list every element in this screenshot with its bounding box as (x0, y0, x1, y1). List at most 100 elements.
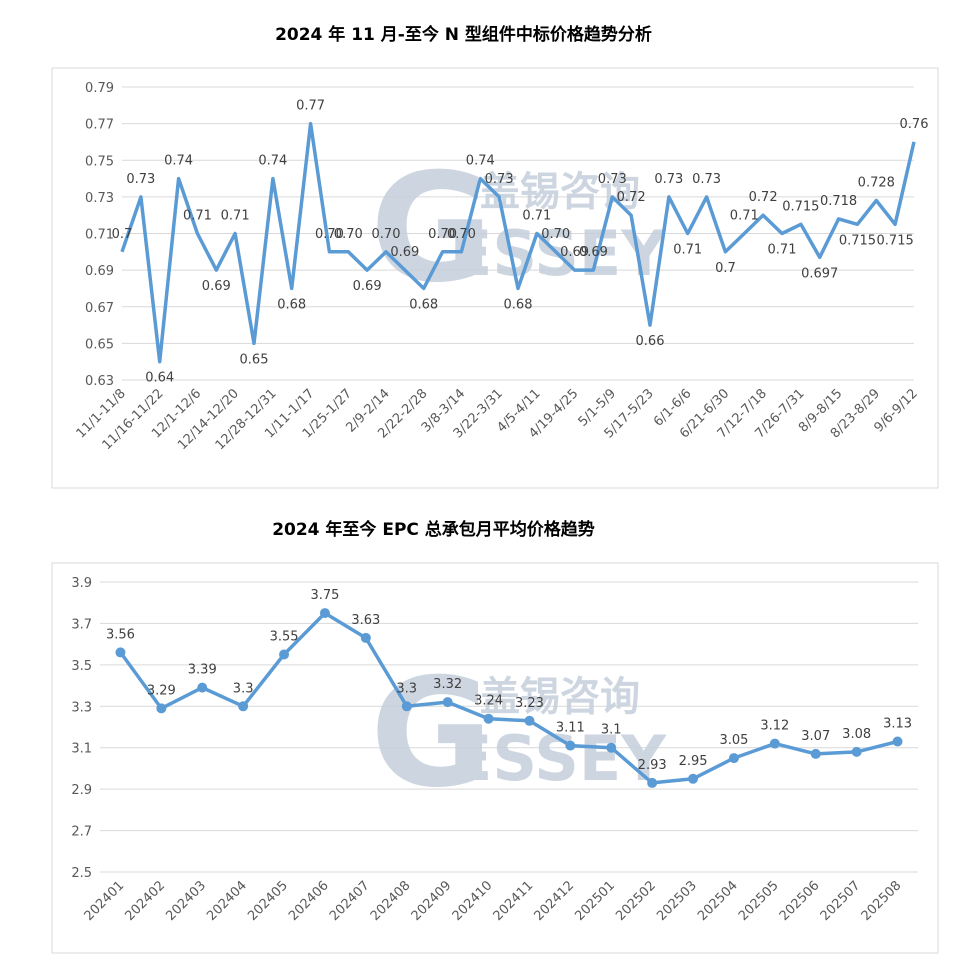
y-tick-label: 0.75 (85, 154, 114, 169)
data-point (851, 746, 862, 757)
y-tick-label: 2.9 (71, 783, 92, 798)
series-line (120, 121, 916, 364)
data-point (156, 703, 167, 714)
data-label: 0.70 (315, 227, 344, 242)
data-point (115, 647, 126, 658)
data-point (442, 697, 453, 708)
data-label: 3.07 (801, 729, 830, 744)
x-tick-label: 202501 (572, 878, 618, 924)
data-label: 3.24 (474, 694, 503, 709)
x-tick-label: 202410 (450, 878, 496, 924)
data-label: 3.12 (760, 719, 789, 734)
data-point (238, 701, 249, 712)
data-label: 0.718 (820, 194, 857, 209)
x-tick-label: 202508 (859, 878, 905, 924)
data-label: 0.715 (782, 199, 819, 214)
y-tick-label: 0.63 (85, 374, 114, 389)
y-tick-label: 0.71 (85, 228, 114, 243)
x-tick-label: 202506 (777, 878, 823, 924)
data-label: 0.69 (560, 245, 589, 260)
chart-title: 2024 年至今 EPC 总承包月平均价格趋势 (272, 520, 595, 540)
watermark-logo: G (370, 142, 493, 316)
data-label: 0.77 (296, 99, 325, 114)
x-tick-label: 202507 (818, 878, 864, 924)
data-label: 3.05 (719, 733, 748, 748)
data-label: 0.72 (617, 190, 646, 205)
x-tick-label: 202407 (327, 878, 373, 924)
y-tick-label: 0.77 (85, 118, 114, 133)
y-tick-label: 0.73 (85, 191, 114, 206)
data-label: 0.68 (277, 297, 306, 312)
data-label: 3.75 (310, 588, 339, 603)
data-label: 0.71 (673, 243, 702, 258)
x-tick-label: 202405 (245, 878, 291, 924)
data-label: 3.32 (433, 677, 462, 692)
data-label: 3.56 (106, 627, 135, 642)
y-tick-label: 3.9 (71, 576, 92, 591)
data-label: 0.71 (522, 209, 551, 224)
y-tick-label: 2.5 (71, 866, 92, 881)
data-point (360, 632, 371, 643)
data-label: 0.69 (579, 245, 608, 260)
data-label: 2.93 (638, 758, 667, 773)
data-label: 0.715 (839, 233, 876, 248)
data-point (647, 777, 658, 788)
data-label: 0.69 (353, 279, 382, 294)
data-label: 0.73 (485, 172, 514, 187)
data-point (606, 742, 617, 753)
y-tick-label: 3.1 (71, 742, 92, 757)
x-tick-label: 202502 (613, 878, 659, 924)
y-tick-label: 3.5 (71, 659, 92, 674)
data-point (319, 608, 330, 619)
y-tick-label: 2.7 (71, 825, 92, 840)
data-label: 0.71 (183, 209, 212, 224)
x-tick-label: 202404 (204, 878, 250, 924)
data-label: 3.13 (883, 717, 912, 732)
chart-title: 2024 年 11 月-至今 N 型组件中标价格趋势分析 (275, 25, 652, 45)
watermark-en: ESSEY (450, 722, 667, 795)
data-label: 0.70 (334, 227, 363, 242)
x-tick-label: 202411 (491, 878, 537, 924)
data-label: 0.73 (126, 172, 155, 187)
data-label: 0.69 (390, 245, 419, 260)
data-label: 3.29 (147, 683, 176, 698)
x-tick-label: 202505 (736, 878, 782, 924)
data-point (197, 682, 208, 693)
watermark-cn: 盖锡咨询 (480, 674, 640, 720)
data-point (401, 701, 412, 712)
data-label: 0.728 (858, 176, 895, 191)
data-label: 0.7 (715, 261, 736, 276)
data-label: 3.08 (842, 727, 871, 742)
x-tick-label: 202408 (368, 878, 414, 924)
y-tick-label: 3.7 (71, 617, 92, 632)
data-label: 0.65 (240, 352, 269, 367)
data-label: 0.70 (372, 227, 401, 242)
data-point (524, 715, 535, 726)
data-label: 3.23 (515, 696, 544, 711)
y-tick-label: 0.69 (85, 264, 114, 279)
data-label: 3.63 (351, 613, 380, 628)
data-label: 0.73 (598, 172, 627, 187)
data-label: 3.55 (270, 630, 299, 645)
y-tick-label: 3.3 (71, 700, 92, 715)
data-point (688, 773, 699, 784)
data-label: 0.697 (801, 266, 838, 281)
data-point (483, 713, 494, 724)
data-label: 3.1 (601, 723, 622, 738)
x-tick-label: 202402 (122, 878, 168, 924)
x-tick-label: 202412 (531, 878, 577, 924)
data-point (810, 748, 821, 759)
data-label: 0.74 (164, 154, 193, 169)
data-label: 3.3 (233, 681, 254, 696)
data-label: 0.68 (504, 297, 533, 312)
chart-frame (51, 67, 939, 489)
data-label: 0.68 (409, 297, 438, 312)
x-tick-label: 202409 (409, 878, 455, 924)
data-point (728, 753, 739, 764)
data-label: 0.74 (258, 154, 287, 169)
data-label: 3.3 (396, 681, 417, 696)
data-label: 0.69 (202, 279, 231, 294)
series-line (119, 611, 898, 785)
